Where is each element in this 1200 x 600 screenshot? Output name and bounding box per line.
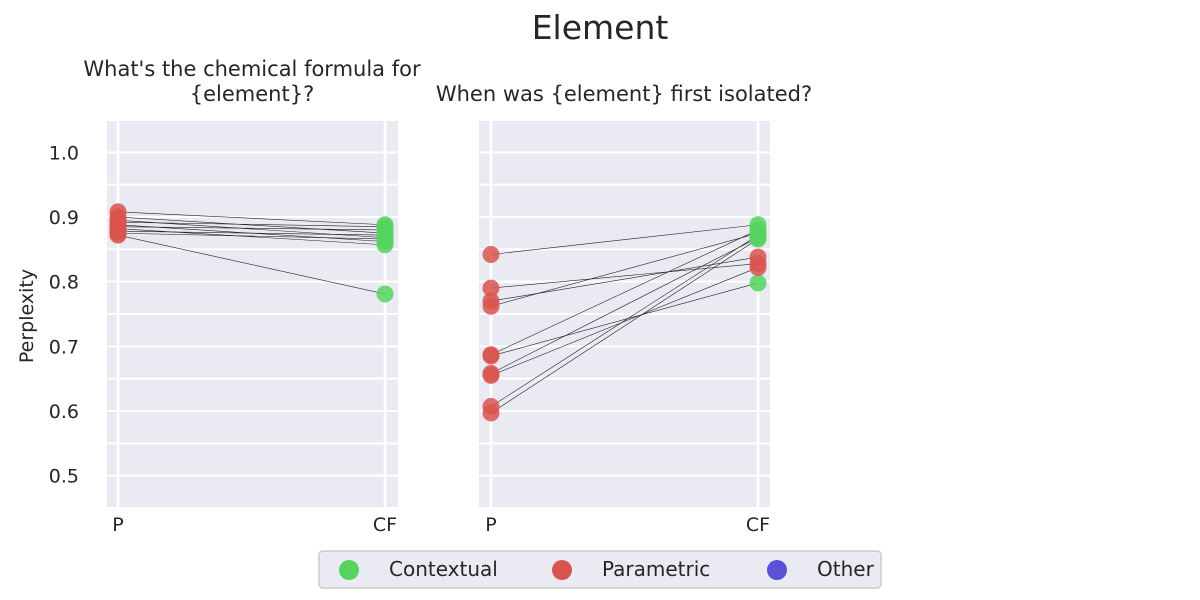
point-p (482, 246, 500, 264)
point-p (482, 404, 500, 422)
point-p (482, 366, 500, 384)
pair-connector (490, 256, 759, 302)
pair-connector (490, 232, 759, 307)
figure-title: Element (532, 8, 669, 47)
legend-label: Parametric (602, 557, 710, 581)
pair-connector (490, 234, 759, 407)
pair-connector (117, 216, 386, 234)
pair-connector (117, 228, 386, 246)
subplot-title: What's the chemical formula for (83, 57, 421, 81)
pair-connector (490, 282, 759, 357)
legend-label: Other (817, 557, 875, 581)
y-tick-label: 0.7 (49, 336, 79, 358)
point-cf (376, 230, 394, 248)
pair-connector (490, 267, 759, 376)
pair-connector (117, 230, 386, 236)
subplots: 0.5 0.6 0.7 0.8 0.9 1.0 P CF What's the chemical… (49, 57, 812, 536)
y-tick-label: 0.9 (49, 207, 79, 229)
y-tick-label: 0.6 (49, 401, 79, 423)
x-tick-label: CF (746, 514, 770, 536)
x-tick-label: CF (373, 514, 397, 536)
pair-connector (490, 238, 759, 414)
legend: Contextual Parametric Other (318, 550, 882, 589)
pair-connector (117, 234, 386, 295)
legend-items: Contextual Parametric Other (339, 557, 875, 581)
pair-connector (490, 229, 759, 356)
y-axis-label: Perplexity (16, 269, 38, 363)
pair-connector (117, 232, 386, 240)
subplot-title: When was {element} first isolated? (436, 82, 812, 106)
point-cf (749, 274, 767, 292)
subplot-2: P CF When was {element} first isolated? (436, 82, 812, 536)
x-tick-label: P (112, 514, 123, 536)
y-tick-label: 1.0 (49, 142, 79, 164)
legend-marker (767, 560, 787, 580)
point-p (482, 347, 500, 365)
pair-connector (117, 221, 386, 227)
point-p (482, 297, 500, 315)
point-cf (376, 285, 394, 303)
y-tick-label: 0.8 (49, 272, 79, 294)
pair-connector (490, 224, 759, 255)
y-tick-label: 0.5 (49, 466, 79, 488)
legend-marker (339, 560, 359, 580)
legend-marker (552, 560, 572, 580)
legend-label: Contextual (389, 557, 498, 581)
legend-frame (318, 550, 882, 589)
point-p (109, 226, 127, 244)
subplot-1: 0.5 0.6 0.7 0.8 0.9 1.0 P CF What's the chemical… (49, 57, 421, 536)
point-p (482, 279, 500, 297)
subplot-title: {element}? (190, 82, 314, 106)
pair-connector (117, 226, 386, 231)
x-tick-label: P (485, 514, 496, 536)
pair-connector (117, 211, 386, 226)
point-cf (749, 230, 767, 248)
pair-connector (490, 237, 759, 374)
point-cf (749, 258, 767, 276)
